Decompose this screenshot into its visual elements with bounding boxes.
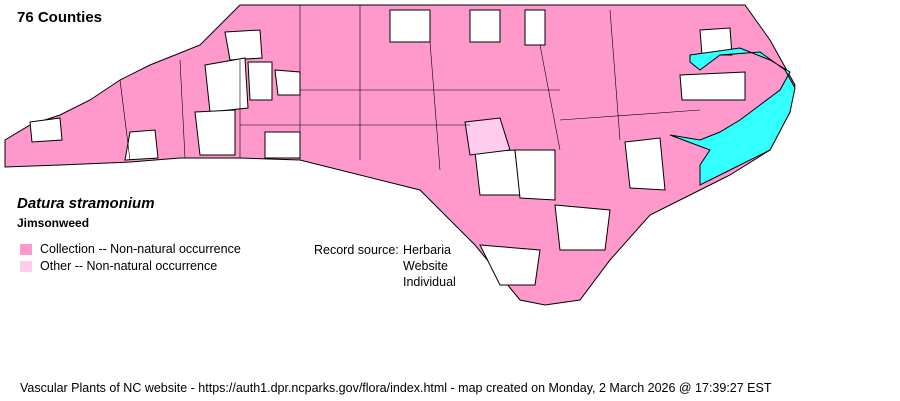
- county-boundary: [559, 109, 701, 121]
- footer-credit: Vascular Plants of NC website - https://…: [20, 381, 772, 395]
- legend-label: Collection -- Non-natural occurrence: [40, 242, 241, 256]
- county-absent: [194, 109, 236, 156]
- county-absent: [124, 129, 159, 161]
- legend-swatch: [20, 243, 32, 255]
- county-boundary: [609, 9, 621, 141]
- county-boundary: [539, 44, 561, 151]
- sound-water: [669, 47, 796, 186]
- county-absent: [479, 244, 541, 286]
- county-absent: [699, 27, 733, 56]
- county-absent: [29, 117, 63, 143]
- county-absent: [274, 69, 301, 96]
- county-absent: [469, 9, 501, 43]
- common-name: Jimsonweed: [17, 216, 90, 230]
- record-source: Record source: Herbaria Website Individu…: [314, 242, 456, 289]
- scientific-name: Datura stramonium: [17, 195, 155, 212]
- county-other-record: [464, 117, 511, 156]
- legend-item-other: Other -- Non-natural occurrence: [20, 259, 217, 273]
- county-boundary: [179, 59, 186, 159]
- county-boundary: [119, 79, 131, 161]
- county-absent: [204, 57, 249, 113]
- record-source-label: Record source:: [314, 243, 399, 257]
- county-absent: [554, 204, 611, 251]
- county-absent: [247, 61, 273, 101]
- county-absent: [264, 131, 301, 159]
- county-absent: [224, 29, 263, 61]
- county-absent: [389, 9, 431, 43]
- county-absent: [474, 149, 521, 196]
- county-count-title: 76 Counties: [17, 9, 103, 26]
- county-absent: [514, 149, 556, 201]
- county-boundary: [429, 41, 441, 171]
- legend-swatch: [20, 260, 32, 272]
- county-absent: [624, 137, 666, 191]
- record-source-value: Website: [403, 259, 448, 273]
- county-absent: [524, 9, 546, 46]
- legend-item-collection: Collection -- Non-natural occurrence: [20, 242, 241, 256]
- legend-label: Other -- Non-natural occurrence: [40, 259, 218, 273]
- county-absent: [679, 71, 746, 101]
- record-source-value: Herbaria: [403, 243, 451, 257]
- record-source-value: Individual: [403, 275, 456, 289]
